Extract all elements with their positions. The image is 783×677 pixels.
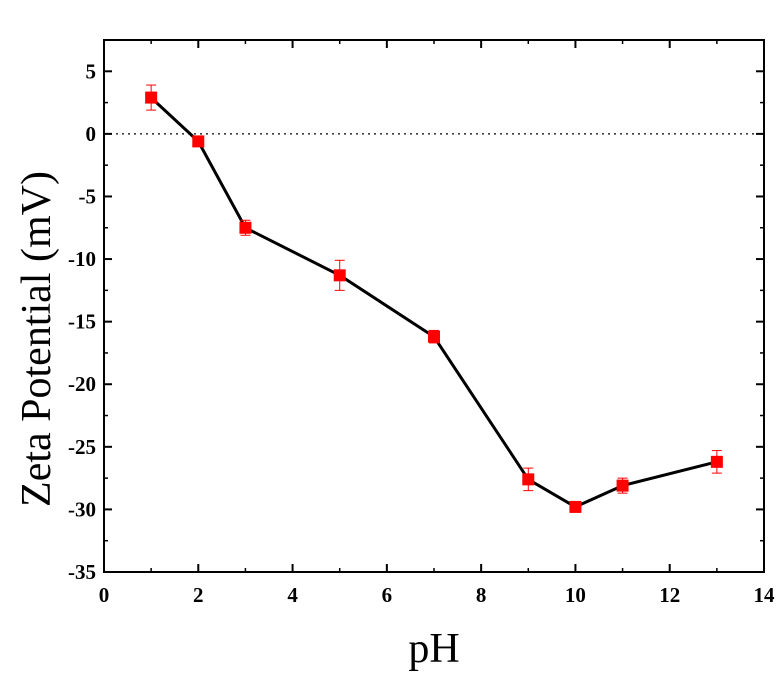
y-tick-label: -25	[68, 435, 96, 459]
y-tick-label: -15	[68, 310, 96, 334]
y-tick-label: -5	[79, 184, 97, 208]
data-marker	[569, 500, 582, 513]
data-point	[569, 500, 582, 513]
data-marker	[710, 455, 723, 468]
x-tick-label: 8	[476, 583, 487, 607]
x-tick-label: 4	[287, 583, 298, 607]
y-axis-title: Zeta Potential (mV)	[14, 171, 60, 507]
data-layer	[104, 84, 764, 513]
data-marker	[522, 473, 535, 486]
x-tick-label: 0	[99, 583, 110, 607]
y-tick-label: -20	[68, 372, 96, 396]
data-marker	[192, 135, 205, 148]
data-point	[428, 329, 440, 344]
data-point	[616, 477, 629, 494]
plot-frame	[103, 39, 765, 573]
x-tick-label: 10	[565, 583, 586, 607]
series-line	[150, 96, 718, 509]
data-marker	[616, 479, 629, 492]
x-tick-label: 14	[754, 583, 776, 607]
data-point	[192, 135, 205, 148]
x-tick-label: 6	[382, 583, 393, 607]
y-tick-label: -35	[68, 560, 96, 584]
y-tick-label: 5	[86, 59, 97, 83]
x-tick-label: 12	[659, 583, 680, 607]
data-marker	[145, 91, 158, 104]
data-marker	[333, 269, 346, 282]
x-axis-title: pH	[408, 626, 459, 672]
data-point	[239, 219, 252, 236]
x-tick-label: 2	[193, 583, 204, 607]
data-point	[710, 450, 723, 474]
data-point	[333, 259, 346, 291]
data-marker	[239, 221, 252, 234]
y-tick-label: -10	[68, 247, 96, 271]
data-marker	[428, 330, 440, 343]
y-tick-label: 0	[86, 122, 97, 146]
axes-layer: 0 2 4 6 8 10 12 14 5 0 -5 -10 -15 -20 -25 -30 -35	[68, 39, 776, 607]
data-point	[145, 84, 158, 111]
data-point	[522, 467, 535, 492]
y-tick-label: -30	[68, 497, 96, 521]
